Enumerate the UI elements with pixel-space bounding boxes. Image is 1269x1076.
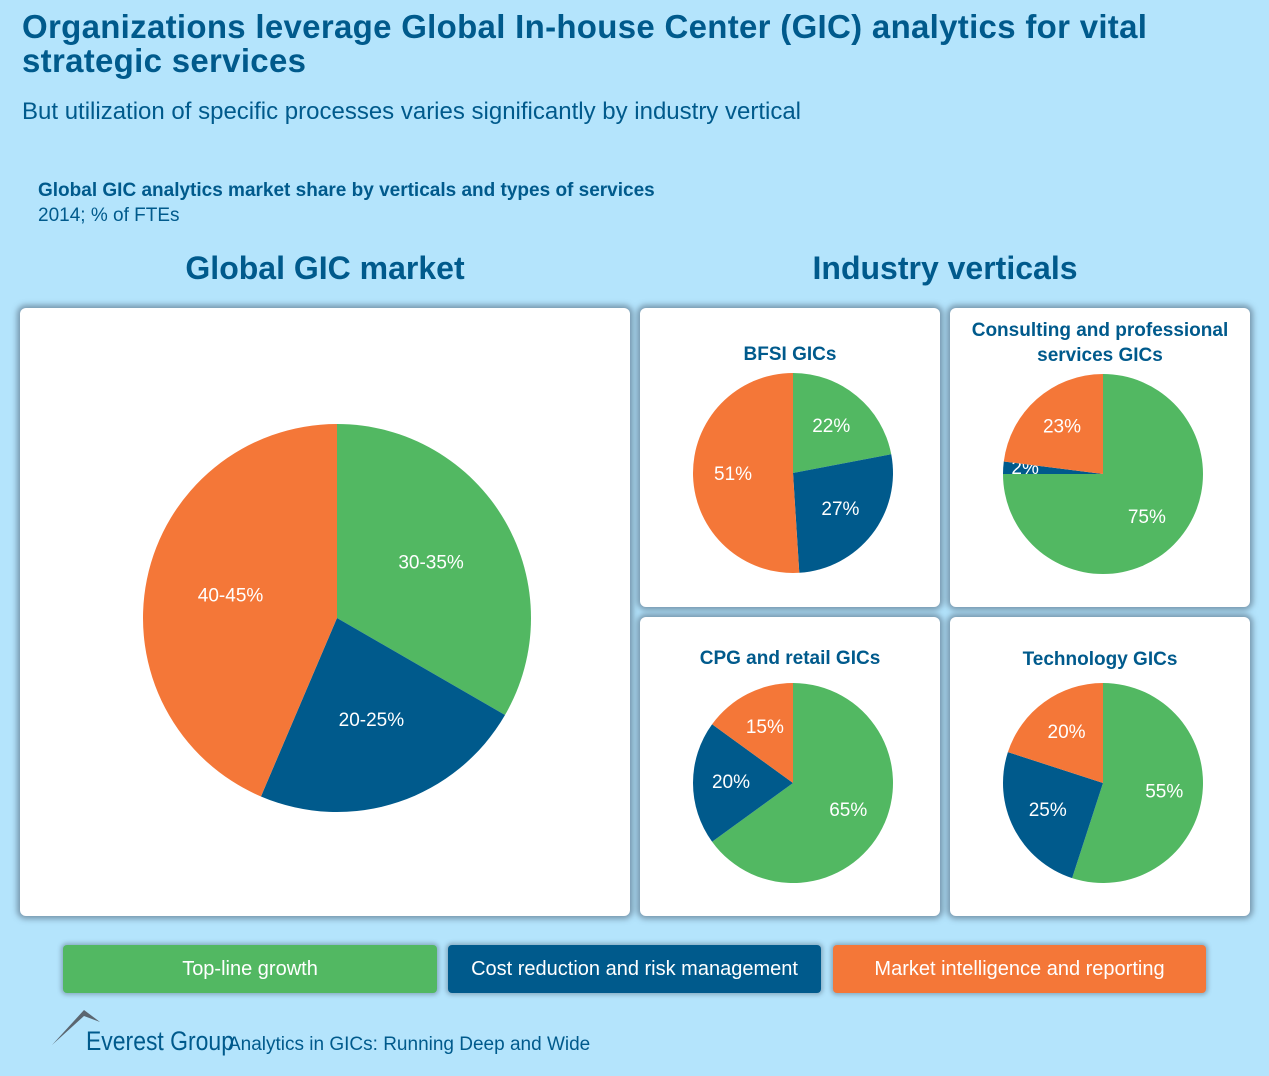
- pie-title-technology: Technology GICs: [1022, 649, 1178, 670]
- legend-market-intelligence: Market intelligence and reporting: [833, 945, 1206, 993]
- legend-label: Top-line growth: [182, 957, 318, 980]
- pie-slice-bfsi-0: [793, 373, 892, 473]
- legend-label: Cost reduction and risk management: [471, 957, 798, 980]
- legend-label: Market intelligence and reporting: [874, 957, 1165, 980]
- pie-slice-cpg-0: [712, 683, 894, 884]
- report-title: Analytics in GICs: Running Deep and Wide: [228, 1034, 591, 1055]
- pie-slice-bfsi-2: [692, 373, 800, 574]
- chart-subtitle: 2014; % of FTEs: [38, 205, 180, 226]
- pie-slice-global-0: [337, 424, 531, 715]
- page-title: Organizations leverage Global In-house C…: [22, 8, 1148, 79]
- pie-label-cpg-0: 65%: [829, 800, 867, 821]
- pie-label-global-0: 30-35%: [398, 553, 464, 574]
- pie-label-consulting-0: 75%: [1128, 507, 1166, 528]
- pie-slice-cpg-1: [693, 724, 793, 842]
- pie-label-technology-1: 25%: [1029, 800, 1067, 821]
- pie-title-consulting: Consulting and professional services GIC…: [971, 320, 1229, 366]
- pie-slice-technology-2: [1007, 683, 1103, 783]
- legend-cost-reduction: Cost reduction and risk management: [448, 945, 821, 993]
- pie-label-global-1: 20-25%: [339, 710, 405, 731]
- legend-top-line-growth: Top-line growth: [63, 945, 437, 993]
- pie-slice-bfsi-1: [793, 454, 893, 573]
- pie-label-technology-0: 55%: [1145, 782, 1183, 803]
- pie-slice-global-2: [142, 424, 337, 797]
- pie-label-cpg-2: 15%: [746, 717, 784, 738]
- pie-title-bfsi: BFSI GICs: [743, 344, 837, 365]
- pie-slice-consulting-1: [1003, 461, 1103, 474]
- pie-title-cpg: CPG and retail GICs: [699, 648, 881, 669]
- pie-slice-technology-0: [1072, 683, 1203, 883]
- chart-title: Global GIC analytics market share by ver…: [38, 180, 655, 201]
- pie-label-bfsi-0: 22%: [812, 416, 850, 437]
- pie-label-consulting-2: 23%: [1043, 417, 1081, 438]
- pie-label-global-2: 40-45%: [198, 585, 264, 606]
- page-subtitle: But utilization of specific processes va…: [22, 98, 801, 125]
- section-verticals: Industry verticals: [812, 250, 1078, 286]
- pie-slice-global-1: [260, 618, 506, 812]
- pie-label-cpg-1: 20%: [712, 772, 750, 793]
- brand-name: Everest Group: [86, 1026, 234, 1056]
- section-global: Global GIC market: [185, 250, 465, 286]
- pie-label-technology-2: 20%: [1048, 722, 1086, 743]
- pie-slice-cpg-2: [712, 683, 793, 783]
- pie-label-bfsi-1: 27%: [821, 499, 859, 520]
- pie-label-bfsi-2: 51%: [714, 464, 752, 485]
- pie-slice-consulting-2: [1003, 374, 1103, 474]
- pie-slice-technology-1: [1003, 752, 1103, 879]
